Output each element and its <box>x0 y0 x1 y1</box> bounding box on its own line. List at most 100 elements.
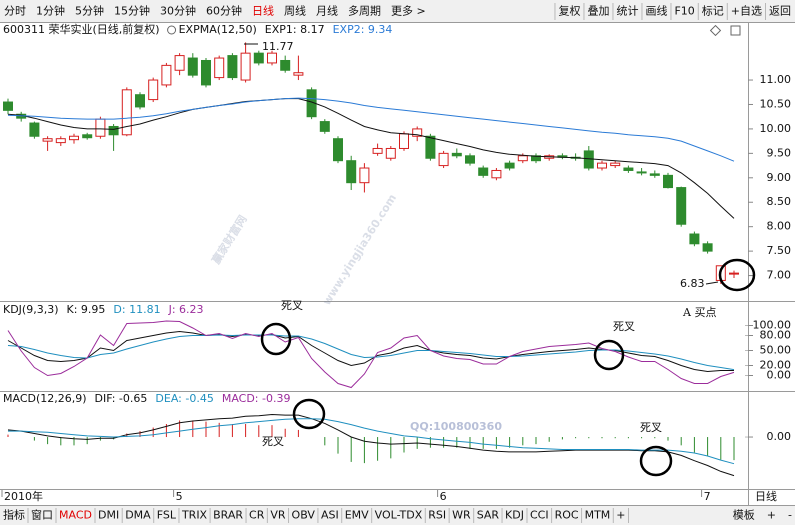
toolbar-button[interactable]: 更多 > <box>391 4 426 18</box>
indicator-name: EXPMA(12,50) <box>179 23 257 36</box>
indicator-tab[interactable]: KDJ <box>505 509 524 522</box>
candle-body <box>702 243 713 252</box>
candle-body <box>95 118 106 137</box>
indicator-tab[interactable]: CCI <box>530 509 549 522</box>
toolbar-button[interactable]: 30分钟 <box>160 4 196 18</box>
toolbar-button[interactable]: 周线 <box>284 4 306 18</box>
panel-title: 600311 荣华实业(日线,前复权) <box>3 22 160 36</box>
annotation: 死叉 <box>281 299 303 312</box>
toolbar-button[interactable]: 分时 <box>4 5 26 18</box>
indicator-tab[interactable]: DMA <box>125 509 151 522</box>
toolbar-button[interactable]: F10 <box>674 5 694 18</box>
candle-body <box>663 174 673 189</box>
candle-body <box>597 162 607 169</box>
legend-entry: D: 11.81 <box>113 303 160 316</box>
candle-body <box>346 160 357 184</box>
candle-body <box>610 162 621 167</box>
candle-body <box>121 89 132 136</box>
indicator-tab[interactable]: ASI <box>321 509 339 522</box>
indicator-tab[interactable]: DMI <box>98 509 119 522</box>
candle-body <box>214 57 225 79</box>
candle-body <box>201 59 211 86</box>
x-tick-label: 6 <box>440 490 447 503</box>
y-tick-label: 9.50 <box>767 146 792 159</box>
x-tick-label: 5 <box>176 490 183 503</box>
header-icons <box>709 24 741 37</box>
indicator-tab[interactable]: WR <box>452 509 471 522</box>
candle-body <box>240 52 251 81</box>
icon[interactable] <box>709 24 722 37</box>
candle-body <box>82 134 93 139</box>
toolbar-button[interactable]: 返回 <box>769 5 791 18</box>
toolbar-button[interactable]: 统计 <box>616 5 638 18</box>
indicator-line <box>8 418 735 465</box>
indicator-tab[interactable]: ROC <box>555 509 579 522</box>
indicator-tab[interactable]: FSL <box>157 509 177 522</box>
indicator-tab[interactable]: 指标 <box>3 508 25 522</box>
indicator-tab[interactable]: CR <box>249 509 265 522</box>
candle-body <box>135 94 145 108</box>
candle-body <box>55 138 66 144</box>
y-tick-label: 0.00 <box>767 369 792 382</box>
watermark: 赢家财富网 <box>209 212 250 266</box>
y-tick-label: 0.00 <box>767 430 792 443</box>
candle-body <box>161 64 172 86</box>
candle-body <box>676 187 687 225</box>
toolbar-button[interactable]: +自选 <box>731 5 762 18</box>
y-tick-label: 7.50 <box>767 244 792 257</box>
toolbar-button[interactable]: 5分钟 <box>75 4 104 18</box>
candle-body <box>108 125 119 136</box>
candle-body <box>438 152 449 167</box>
candle-body <box>478 167 489 176</box>
plot-area <box>3 42 739 284</box>
indicator-tab[interactable]: VR <box>270 509 286 522</box>
legend-entry: DIF: -0.65 <box>95 392 148 405</box>
indicator-tab[interactable]: RSI <box>428 509 446 522</box>
candle-body <box>293 72 304 76</box>
indicator-tab[interactable]: OBV <box>292 509 316 522</box>
candle-body <box>649 173 660 176</box>
candle-body <box>187 57 198 76</box>
toolbar-button[interactable]: 画线 <box>645 4 667 18</box>
highlight-circle <box>639 445 673 477</box>
tab-control[interactable]: 模板 <box>733 508 755 522</box>
toolbar-button[interactable]: 日线 <box>252 4 274 18</box>
price-annotation: QQ:100800360 <box>410 420 502 433</box>
indicator-tab[interactable]: SAR <box>477 509 500 522</box>
toolbar-button[interactable]: 15分钟 <box>114 4 150 18</box>
indicator-tab[interactable]: 窗口 <box>31 508 53 522</box>
toolbar-button[interactable]: 复权 <box>558 4 580 18</box>
indicator-tab[interactable]: + <box>616 509 625 522</box>
candle-body <box>372 147 383 154</box>
toolbar-button[interactable]: 月线 <box>316 4 338 18</box>
indicator-tab[interactable]: MACD <box>59 509 92 522</box>
indicator-tab[interactable]: VOL-TDX <box>375 509 423 522</box>
icon[interactable] <box>730 25 741 36</box>
toolbar-button[interactable]: 60分钟 <box>206 4 242 18</box>
toolbar-button[interactable]: 标记 <box>702 4 724 18</box>
candle-body <box>689 233 700 245</box>
legend-entry: EXP1: 8.17 <box>265 23 325 36</box>
toolbar-button[interactable]: 1分钟 <box>36 4 65 18</box>
candle-body <box>148 79 159 101</box>
annotation: 死叉 <box>640 421 662 434</box>
x-tick-label: 2010年 <box>4 489 43 503</box>
annotation: 死叉 <box>262 435 284 448</box>
annotation-arrow <box>244 43 719 285</box>
indicator-tab[interactable]: BRAR <box>213 509 243 522</box>
tab-control[interactable]: + <box>767 509 776 522</box>
candle-body <box>319 121 330 132</box>
tab-control[interactable]: - <box>788 509 792 522</box>
indicator-tab[interactable]: MTM <box>585 509 611 522</box>
indicator-tab[interactable]: TRIX <box>181 509 208 522</box>
candle-body <box>583 150 594 169</box>
indicator-tab[interactable]: EMV <box>345 509 369 522</box>
toolbar-button[interactable]: 多周期 <box>348 4 381 18</box>
toolbar-button[interactable]: 叠加 <box>587 5 609 18</box>
panel-title: MACD(12,26,9) <box>3 392 87 405</box>
y-tick-label: 100.00 <box>753 319 792 332</box>
highlight-circle <box>260 322 292 356</box>
y-tick-label: 7.00 <box>767 269 792 282</box>
candle-body <box>636 171 647 174</box>
